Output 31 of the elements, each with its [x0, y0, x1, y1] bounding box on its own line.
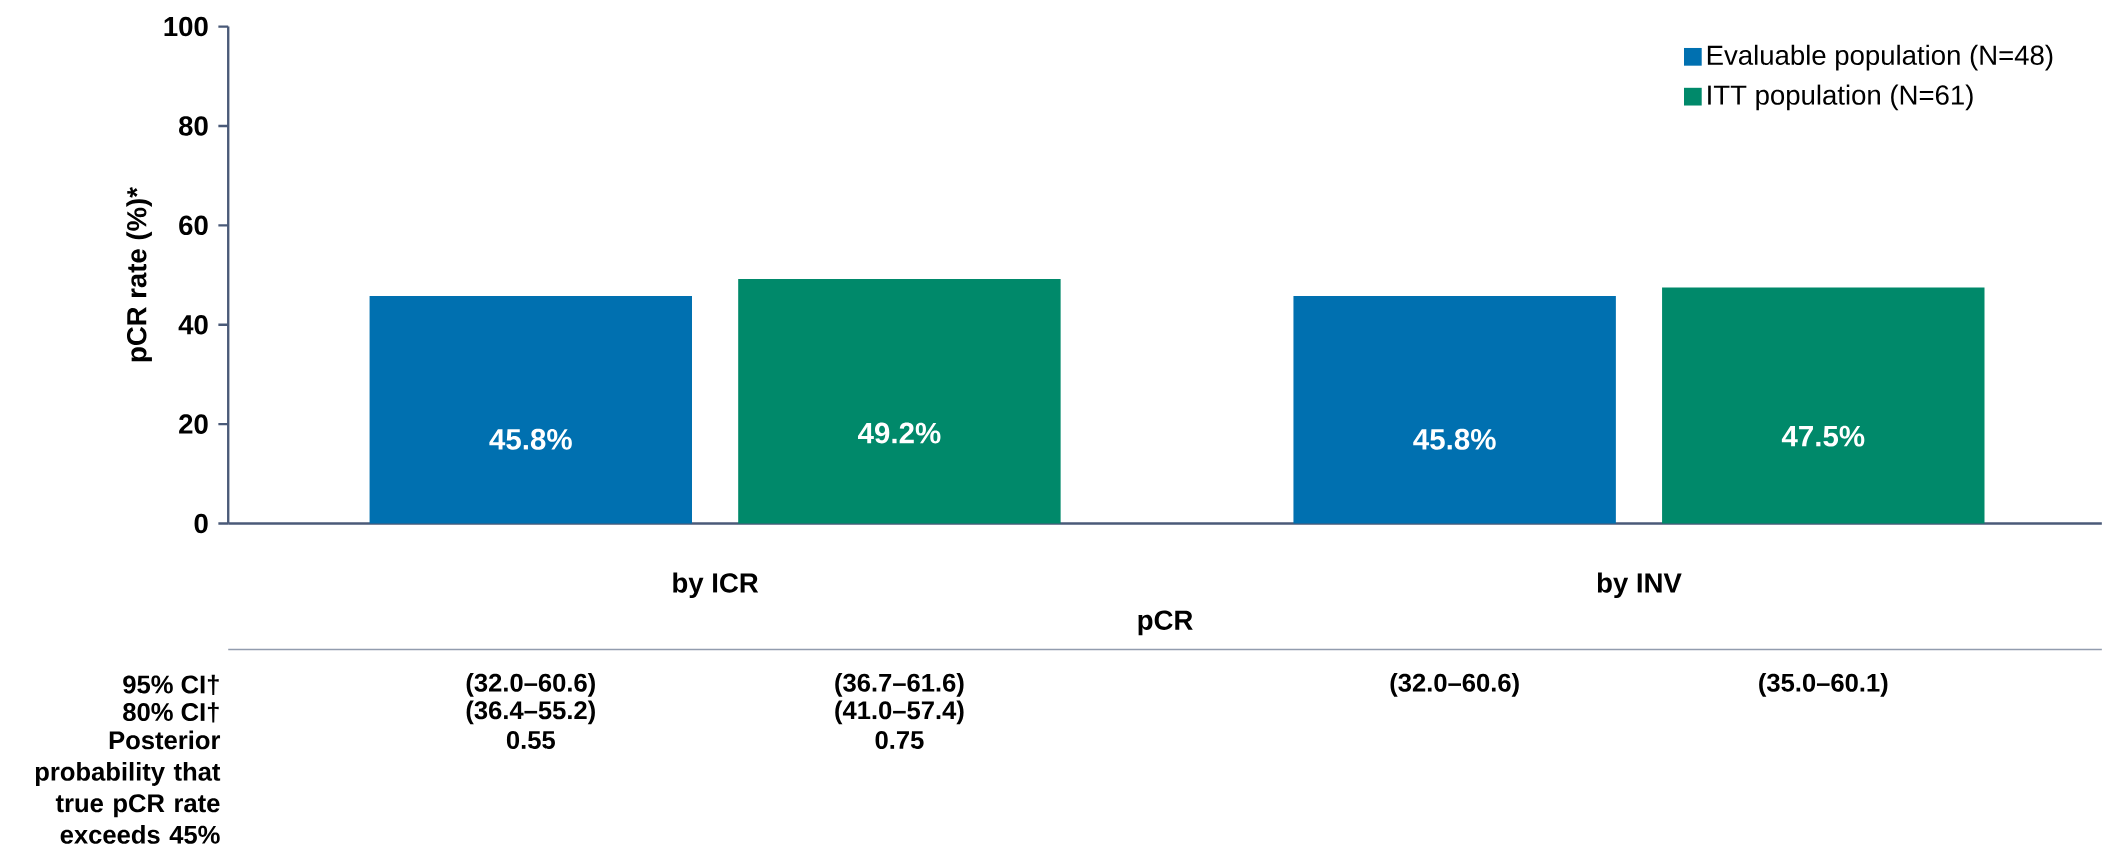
legend-label: Evaluable population (N=48) [1707, 44, 2053, 71]
data-label: 47.5% [1781, 425, 1865, 447]
y-tick-label: 40 [178, 314, 208, 335]
y-tick-label: 0 [194, 513, 208, 534]
x-axis-title: pCR [1138, 610, 1193, 636]
text: 80% CI† [123, 702, 219, 723]
text: (35.0–60.1) [1759, 672, 1888, 697]
y-tick-label: 60 [179, 215, 208, 236]
bar [1293, 295, 1616, 524]
y-tick-label: 80 [179, 116, 208, 136]
y-axis-title: pCR rate (%)* [126, 187, 152, 362]
text: (36.7–61.6) [835, 672, 964, 697]
bar [1662, 287, 1985, 524]
text: (41.0–57.4) [835, 700, 964, 725]
data-label: 45.8% [1413, 428, 1496, 450]
data-label: 45.8% [489, 428, 572, 450]
text: 95% CI† [123, 674, 219, 695]
text: Posterior probability that true pCR rate exceeds 45% [35, 730, 221, 844]
text: (36.4–55.2) [466, 700, 595, 725]
x-tick-label: by INV [1597, 572, 1682, 599]
x-tick-label: by ICR [673, 572, 759, 599]
data-label: 49.2% [857, 422, 941, 444]
text: 0.75 [875, 730, 924, 749]
y-tick-label: 20 [179, 414, 208, 434]
bar [738, 278, 1061, 524]
bar [369, 295, 692, 524]
legend-label: ITT population (N=61) [1708, 84, 1973, 111]
text: (32.0–60.6) [1390, 672, 1519, 697]
y-tick-label: 100 [164, 16, 208, 37]
text: 0.55 [506, 730, 555, 749]
text: (32.0–60.6) [466, 672, 595, 697]
